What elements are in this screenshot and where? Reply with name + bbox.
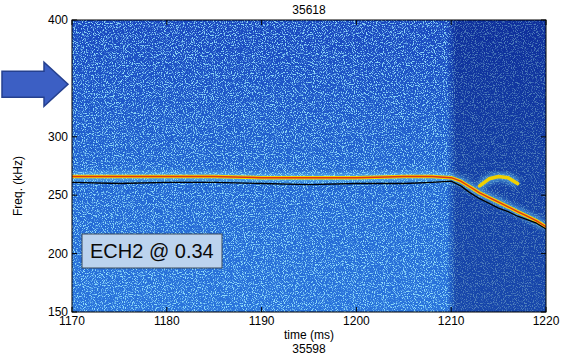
y-tick [72,312,77,313]
x-tick-label: 1180 [154,314,180,328]
x-tick [546,307,547,312]
annotation-box: ECH2 @ 0.34 [82,234,222,268]
y-tick [72,253,77,254]
y-tick-label: 200 [48,247,68,261]
y-tick-label: 300 [48,130,68,144]
x-tick-label: 1200 [343,314,370,328]
plot-frame [72,20,546,312]
x-tick [356,20,357,25]
x-tick [72,307,73,312]
x-tick [261,307,262,312]
y-tick [72,136,77,137]
x-tick [72,20,73,25]
y-axis-title: Freq. (kHz) [11,156,25,216]
chart: 3561811701180119012001210122015020025030… [0,0,586,361]
series-glow [480,177,518,186]
annotation-text: ECH2 @ 0.34 [90,240,214,262]
series-line [72,181,546,229]
y-tick [541,136,546,137]
footer-label: 35598 [292,342,326,356]
x-axis-title: time (ms) [284,328,334,342]
y-tick [541,195,546,196]
x-tick [261,20,262,25]
series-group [72,177,546,230]
x-tick [451,307,452,312]
y-tick [541,253,546,254]
x-tick-label: 1220 [533,314,560,328]
x-tick [166,307,167,312]
y-tick [541,312,546,313]
annotation-background [82,234,222,268]
y-tick-label: 150 [48,305,68,319]
plot-background [72,20,546,312]
y-tick-label: 250 [48,188,68,202]
y-tick [72,195,77,196]
title: 35618 [292,3,326,17]
x-tick [546,20,547,25]
x-tick [451,20,452,25]
y-tick [541,20,546,21]
y-tick [72,20,77,21]
x-tick [166,20,167,25]
series-line [480,177,518,186]
plot-shade [72,20,546,312]
x-tick [356,307,357,312]
arrow [2,62,68,106]
plot-speckle [72,20,546,312]
x-tick-label: 1210 [438,314,465,328]
y-tick-label: 400 [48,13,68,27]
x-tick-label: 1190 [249,314,275,328]
